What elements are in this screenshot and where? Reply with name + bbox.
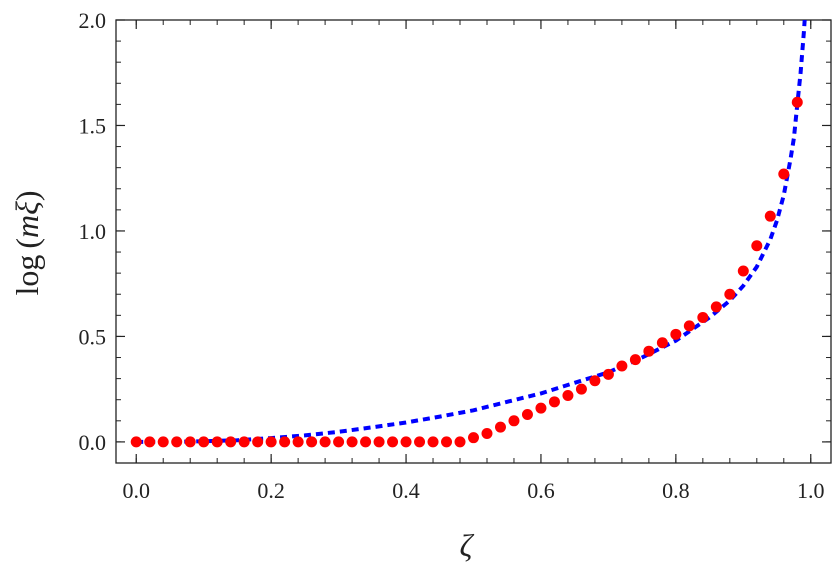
data-point: [562, 389, 574, 401]
data-point: [157, 436, 169, 448]
data-point: [130, 436, 142, 448]
data-point: [602, 368, 614, 380]
data-point: [737, 265, 749, 277]
data-point: [468, 432, 479, 444]
data-point: [656, 337, 668, 349]
x-tick-label: 0.8: [662, 478, 690, 503]
data-point: [414, 436, 426, 448]
data-point: [629, 354, 641, 366]
data-point: [454, 436, 466, 448]
data-point: [548, 396, 560, 408]
data-point: [144, 436, 156, 448]
data-point: [292, 436, 304, 448]
data-point: [306, 436, 318, 448]
data-point: [521, 408, 533, 420]
data-point: [508, 415, 520, 427]
data-point: [400, 436, 412, 448]
data-point: [643, 345, 655, 357]
data-point: [387, 436, 399, 448]
x-tick-label: 1.0: [797, 478, 825, 503]
x-tick-label: 0.0: [122, 478, 150, 503]
data-point: [171, 436, 183, 448]
x-tick-label: 0.6: [527, 478, 555, 503]
data-point: [778, 168, 790, 180]
x-tick-label: 0.4: [392, 478, 420, 503]
data-point: [279, 436, 291, 448]
y-tick-label: 0.5: [79, 324, 107, 349]
y-label-open: (: [9, 238, 45, 249]
data-point: [683, 320, 695, 332]
data-point: [481, 427, 493, 439]
data-point: [373, 436, 385, 448]
data-point: [360, 436, 372, 448]
data-point: [427, 436, 439, 448]
data-point: [319, 436, 331, 448]
y-axis-label: log (mξ): [9, 190, 45, 295]
data-point: [252, 436, 264, 448]
y-tick-label: 0.0: [79, 430, 107, 455]
x-tick-label: 0.2: [257, 478, 285, 503]
y-label-close: ): [9, 190, 45, 201]
svg-text:log(mξ): log (mξ): [9, 190, 45, 295]
y-tick-label: 1.0: [79, 219, 107, 244]
data-point: [710, 301, 722, 313]
data-point: [184, 436, 196, 448]
data-point: [211, 436, 223, 448]
data-point: [697, 311, 709, 323]
data-point: [616, 360, 628, 372]
data-point: [670, 328, 682, 340]
y-label-var: mξ: [9, 201, 45, 238]
y-label-prefix: log: [9, 255, 45, 296]
data-point: [198, 436, 210, 448]
data-point: [751, 240, 763, 252]
data-point: [589, 375, 601, 387]
data-point: [238, 436, 250, 448]
data-point: [333, 436, 345, 448]
y-tick-label: 1.5: [79, 113, 107, 138]
data-point: [441, 436, 453, 448]
data-point: [225, 436, 237, 448]
data-point: [764, 210, 776, 222]
y-tick-label: 2.0: [79, 8, 107, 33]
x-axis-label: ζ: [460, 527, 475, 563]
plot-area: 0.0 0.2 0.4 0.6 0.8 1.0 0.0 0.5 1.0 1.5 2.0: [79, 8, 832, 503]
data-point: [346, 436, 358, 448]
data-point: [265, 436, 277, 448]
data-point: [575, 383, 587, 395]
data-point: [535, 402, 547, 414]
plot-frame: [115, 19, 832, 464]
fit-curve: [136, 20, 807, 444]
data-point: [791, 96, 803, 108]
data-point: [724, 288, 736, 300]
data-point: [494, 421, 506, 433]
